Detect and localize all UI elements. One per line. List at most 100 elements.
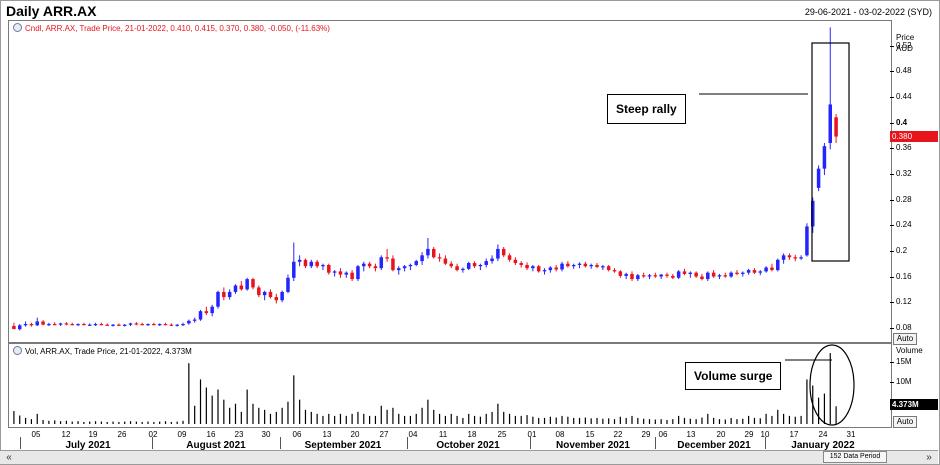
candle-body xyxy=(548,267,553,271)
scroll-right-button[interactable]: » xyxy=(926,452,932,463)
date-tick-label: 30 xyxy=(261,430,271,439)
candle-body xyxy=(280,291,284,301)
candle-body xyxy=(542,270,547,272)
candle-body xyxy=(805,226,809,256)
volume-legend: Vol, ARR.AX, Trade Price, 21-01-2022, 4.… xyxy=(13,346,192,356)
candle-body xyxy=(437,257,442,259)
candle-body xyxy=(251,279,255,288)
candle-body xyxy=(496,248,500,259)
price-tick-mark xyxy=(890,225,894,227)
candle-body xyxy=(134,323,139,325)
date-tick-label: 26 xyxy=(117,430,127,439)
month-separator xyxy=(407,437,408,449)
candle-body xyxy=(262,291,267,296)
candle-body xyxy=(82,324,86,326)
price-tick-label: 0.52 xyxy=(896,40,912,50)
candle-body xyxy=(723,275,728,277)
candle-body xyxy=(624,273,628,276)
month-label: January 2022 xyxy=(791,440,855,451)
time-scrollbar[interactable]: « » xyxy=(0,450,938,464)
price-tick-label: 0.16 xyxy=(896,271,912,281)
volume-tick-mark xyxy=(890,362,894,364)
candle-body xyxy=(93,324,98,326)
price-tick-mark xyxy=(890,122,894,124)
price-tick-mark xyxy=(890,328,894,330)
price-tick-mark xyxy=(890,276,894,278)
month-separator xyxy=(655,437,656,449)
candle-body xyxy=(157,324,162,326)
candle-body xyxy=(606,266,611,271)
candle-body xyxy=(163,324,168,326)
candle-body xyxy=(70,324,74,326)
candle-body xyxy=(356,266,360,280)
price-axis-title: Price xyxy=(896,33,915,42)
candle-body xyxy=(490,258,494,262)
candle-body xyxy=(227,291,232,298)
candle-body xyxy=(379,257,384,269)
candle-body xyxy=(420,255,424,262)
date-tick-label: 13 xyxy=(322,430,332,439)
candle-body xyxy=(601,266,605,268)
candle-body xyxy=(525,264,529,269)
candle-body xyxy=(204,311,209,314)
candle-body xyxy=(612,270,617,272)
month-label: October 2021 xyxy=(436,440,500,451)
month-separator xyxy=(152,437,153,449)
date-range: 29-06-2021 - 03-02-2022 (SYD) xyxy=(804,7,932,17)
volume-auto-button[interactable]: Auto xyxy=(893,416,917,428)
candle-body xyxy=(671,275,675,278)
date-tick-label: 27 xyxy=(379,430,389,439)
candle-body xyxy=(257,287,261,296)
candle-body xyxy=(484,261,488,265)
candle-body xyxy=(455,266,459,271)
volume-settings-icon[interactable] xyxy=(13,346,22,355)
candle-body xyxy=(64,323,69,325)
date-tick-label: 29 xyxy=(641,430,651,439)
candle-body xyxy=(630,273,634,280)
candle-body xyxy=(706,272,710,280)
date-tick-label: 09 xyxy=(177,430,187,439)
candle-body xyxy=(303,259,308,267)
date-tick-label: 29 xyxy=(744,430,754,439)
candle-body xyxy=(571,264,576,267)
candle-body xyxy=(653,275,658,277)
price-tick-mark xyxy=(890,148,894,150)
candle-body xyxy=(583,263,588,267)
candle-body xyxy=(140,324,144,326)
candle-body xyxy=(519,263,523,265)
data-period-label: 152 Data Period xyxy=(823,451,887,463)
candle-body xyxy=(192,319,197,321)
candle-body xyxy=(472,263,477,267)
month-separator xyxy=(530,437,531,449)
candle-body xyxy=(641,275,646,277)
month-label: July 2021 xyxy=(65,440,111,451)
scroll-left-button[interactable]: « xyxy=(6,452,12,463)
price-auto-button[interactable]: Auto xyxy=(893,333,917,345)
candle-body xyxy=(659,274,663,277)
price-panel[interactable]: Cndl, ARR.AX, Trade Price, 21-01-2022, 0… xyxy=(8,20,892,343)
month-separator xyxy=(20,437,21,449)
price-tick-label: 0.48 xyxy=(896,66,912,76)
date-tick-label: 16 xyxy=(206,430,216,439)
candle-body xyxy=(513,259,518,264)
steep-rally-annotation: Steep rally xyxy=(607,94,686,124)
candle-body xyxy=(327,264,331,273)
candle-body xyxy=(688,272,693,274)
price-tick-label: 0.28 xyxy=(896,194,912,204)
price-axis-currency: AUD xyxy=(896,44,913,53)
price-tick-label: 0.24 xyxy=(896,220,912,230)
candle-body xyxy=(536,266,541,272)
candle-body xyxy=(397,268,401,271)
candle-body xyxy=(29,324,34,326)
candle-body xyxy=(746,270,751,273)
candle-body xyxy=(309,261,314,267)
candle-body xyxy=(595,264,599,267)
candle-body xyxy=(758,271,763,273)
candle-settings-icon[interactable] xyxy=(13,23,22,32)
month-label: August 2021 xyxy=(186,440,246,451)
candle-body xyxy=(636,275,640,280)
month-label: September 2021 xyxy=(304,440,382,451)
candle-body xyxy=(99,324,104,326)
price-tick-mark xyxy=(890,97,894,99)
volume-tick-mark xyxy=(890,382,894,384)
